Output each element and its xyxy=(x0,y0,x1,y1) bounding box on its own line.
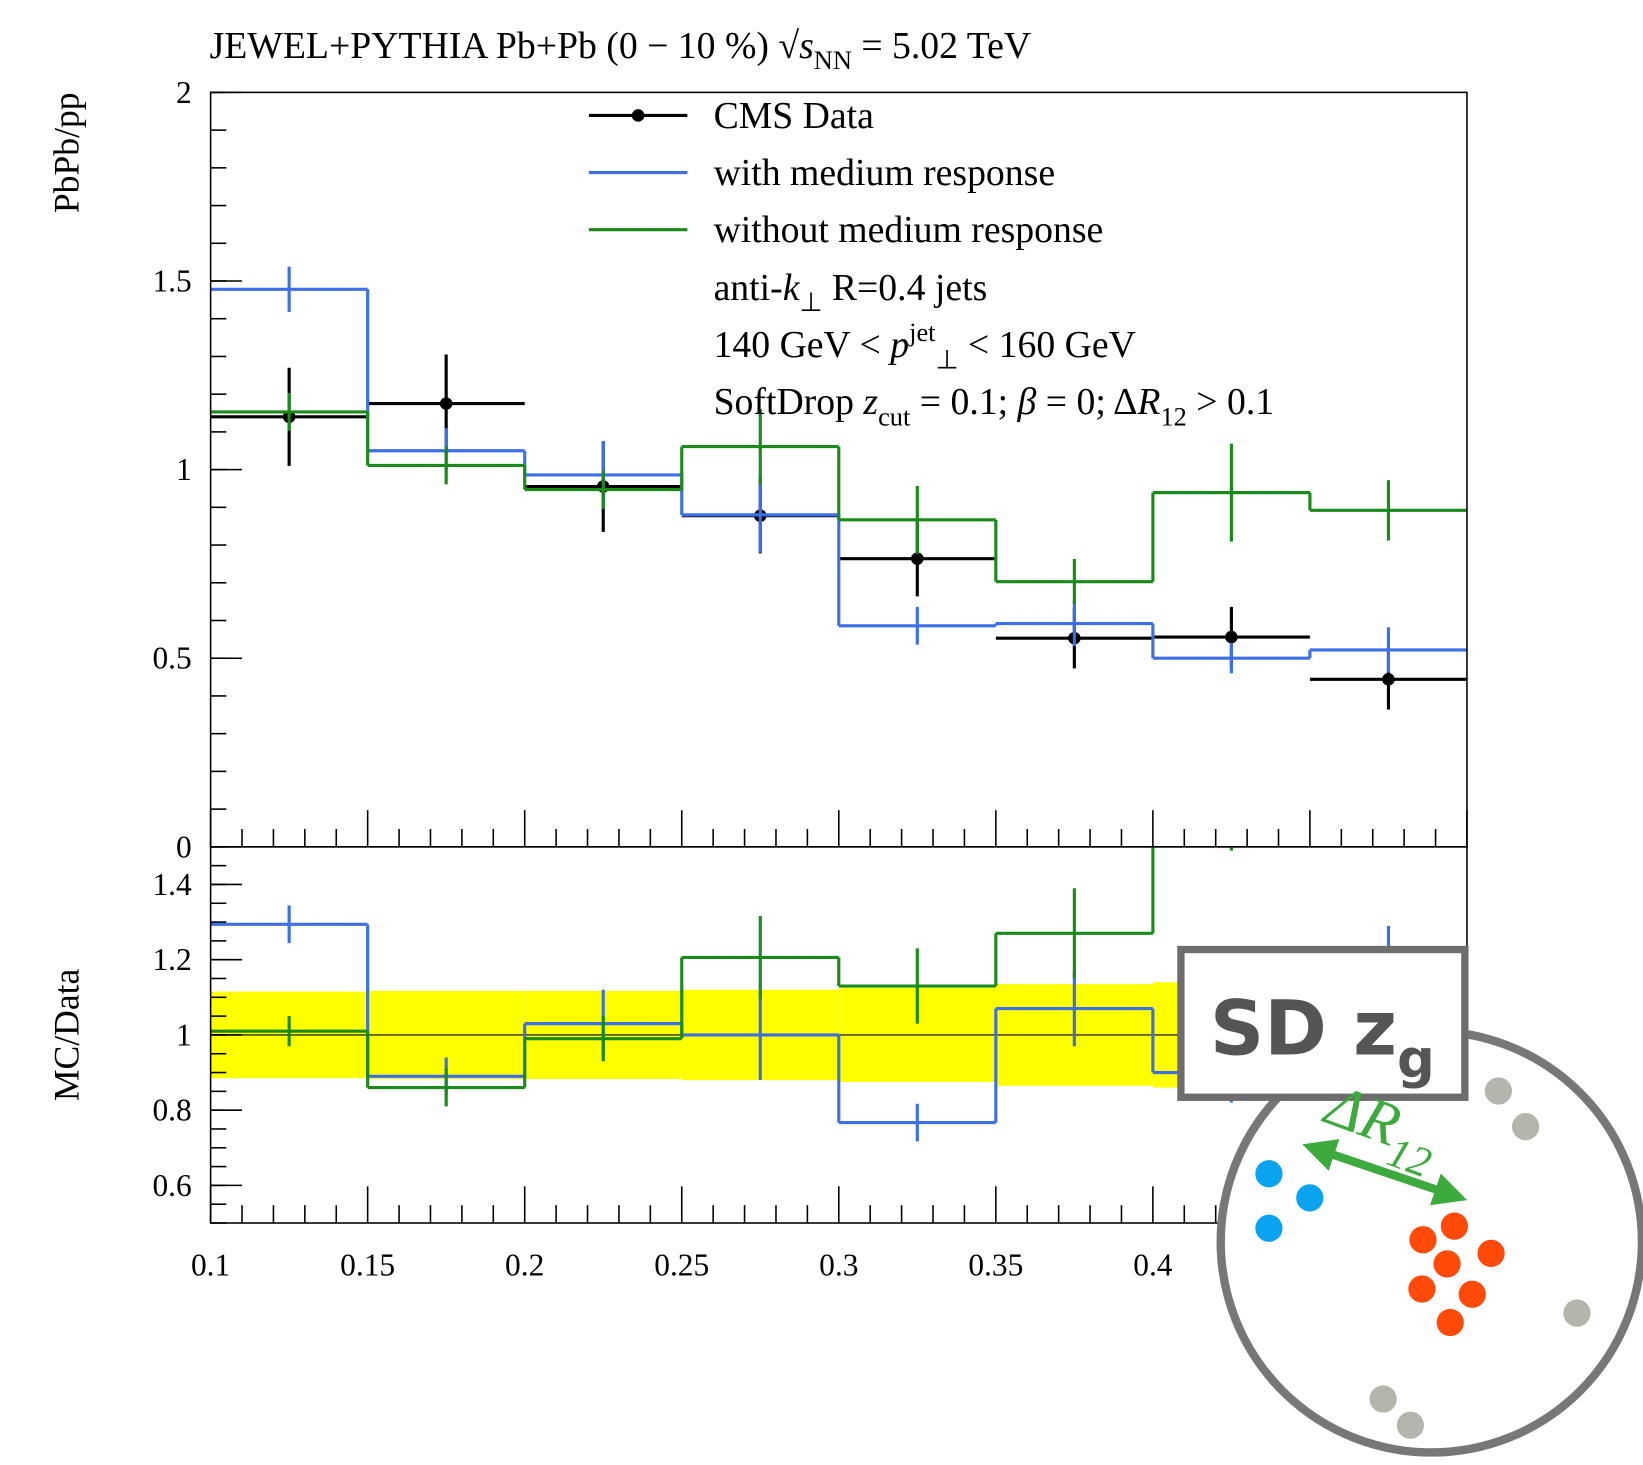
annotation: 140 GeV < pjet⊥ < 160 GeV xyxy=(714,317,1136,374)
text-part: z xyxy=(862,381,878,423)
text-part: √ xyxy=(778,25,799,67)
text-part: SD z xyxy=(1210,984,1397,1072)
text-part: s xyxy=(799,25,814,67)
y-axis-label: MC/Data xyxy=(47,968,87,1101)
legend-label: with medium response xyxy=(714,152,1056,194)
y-tick-label: 0 xyxy=(176,829,192,864)
text-part: β xyxy=(1017,381,1037,423)
data-point xyxy=(1225,630,1238,644)
text-part: ⊥ xyxy=(936,344,959,374)
text-part: < 160 GeV xyxy=(959,324,1136,366)
text-part: jet xyxy=(908,317,936,347)
text-part: = 0.1; xyxy=(910,381,1017,423)
data-point xyxy=(439,397,453,410)
particle xyxy=(1255,1160,1283,1188)
y-tick-label: 0.8 xyxy=(152,1093,191,1128)
particle xyxy=(1458,1280,1486,1308)
x-tick-label: 0.3 xyxy=(819,1247,858,1282)
text-part: g xyxy=(1397,1029,1435,1090)
y-tick-label: 2 xyxy=(176,75,192,110)
text-part: SoftDrop xyxy=(714,381,864,423)
text-part: > 0.1 xyxy=(1187,381,1274,423)
data-point xyxy=(1382,673,1395,686)
y-tick-label: 1.5 xyxy=(152,263,191,298)
text-part: ⊥ xyxy=(799,287,822,317)
text-part: JEWEL+PYTHIA Pb+Pb (0 − 10 %) xyxy=(210,25,779,67)
inset xyxy=(1177,945,1643,1457)
text-part: 140 GeV < xyxy=(714,324,891,366)
particle xyxy=(1255,1214,1283,1242)
particle xyxy=(1436,1308,1464,1337)
particle xyxy=(1477,1239,1505,1268)
particle xyxy=(1563,1299,1591,1327)
plot-area xyxy=(210,266,1467,710)
y-axis-label: PbPb/pp xyxy=(47,92,87,213)
particle xyxy=(1484,1077,1513,1105)
particle xyxy=(1440,1212,1469,1240)
particle xyxy=(1433,1250,1461,1278)
legend-label: CMS Data xyxy=(714,95,875,137)
chart-title: JEWEL+PYTHIA Pb+Pb (0 − 10 %) √sNN = 5.0… xyxy=(210,25,1032,75)
legend-label: without medium response xyxy=(714,209,1104,251)
particle xyxy=(1512,1112,1540,1141)
text-part: R xyxy=(1136,381,1160,423)
particle xyxy=(1296,1184,1324,1212)
x-tick-label: 0.25 xyxy=(654,1247,709,1282)
text-part: k xyxy=(783,267,801,309)
particles xyxy=(1255,1077,1591,1439)
x-tick-label: 0.4 xyxy=(1133,1247,1173,1282)
y-tick-label: 1.2 xyxy=(152,942,191,977)
text-part: NN xyxy=(814,45,852,75)
text-part: cut xyxy=(878,401,911,431)
particle xyxy=(1408,1275,1436,1303)
text-part: 12 xyxy=(1160,401,1186,431)
y-tick-label: 0.5 xyxy=(152,641,191,676)
text-part: anti- xyxy=(714,267,783,309)
y-tick-label: 1.4 xyxy=(152,867,192,902)
x-tick-label: 0.2 xyxy=(505,1247,544,1282)
annotation: SoftDrop zcut = 0.1; β = 0; ΔR12 > 0.1 xyxy=(714,381,1275,431)
annotation: anti-k⊥ R=0.4 jets xyxy=(714,267,988,317)
x-tick-label: 0.35 xyxy=(968,1247,1023,1282)
y-tick-label: 1 xyxy=(176,1017,192,1052)
particle xyxy=(1396,1411,1425,1439)
x-tick-label: 0.1 xyxy=(191,1247,230,1282)
text-part: R=0.4 jets xyxy=(822,267,987,309)
data-point xyxy=(911,552,924,565)
legend-marker xyxy=(631,109,645,122)
particle xyxy=(1369,1385,1397,1413)
delta-r-arrow xyxy=(1302,1139,1468,1206)
text-part: p xyxy=(887,324,909,366)
y-tick-label: 0.6 xyxy=(152,1168,191,1203)
inset-box xyxy=(1177,945,1469,1101)
inset-label: SD zg xyxy=(1210,984,1435,1090)
particle xyxy=(1409,1226,1437,1254)
text-part: = 5.02 TeV xyxy=(852,25,1031,67)
x-tick-label: 0.15 xyxy=(340,1247,395,1282)
text-part: = 0; Δ xyxy=(1036,381,1137,423)
y-tick-label: 1 xyxy=(176,452,192,487)
